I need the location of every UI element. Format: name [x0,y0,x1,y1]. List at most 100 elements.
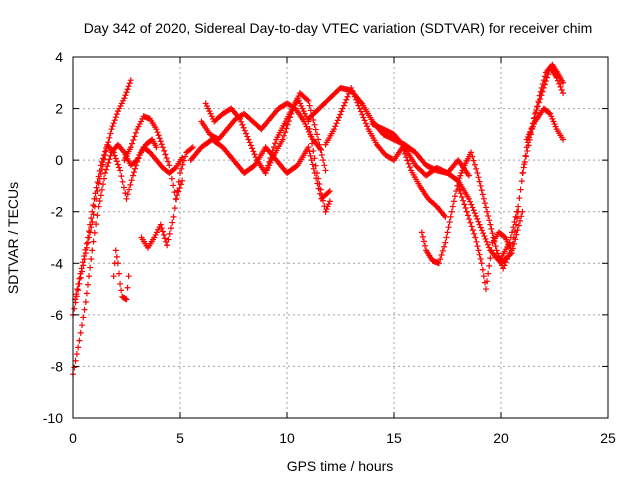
data-point [239,121,246,128]
data-point [189,144,196,151]
data-point [110,120,117,127]
data-point [71,364,78,371]
data-point [89,247,96,254]
data-point [99,155,106,162]
data-point [477,255,484,262]
x-tick-label: 20 [493,430,509,446]
data-point [455,182,462,189]
series-sat-p [498,64,567,262]
data-point [125,83,132,90]
data-point [318,151,325,158]
data-point [468,201,475,208]
data-point [342,99,349,106]
data-point [153,126,160,133]
data-point [95,173,102,180]
y-tick-label: 2 [55,101,63,117]
data-point [471,210,478,217]
data-point [503,256,510,263]
data-point [91,195,98,202]
series-sat-d [110,247,132,303]
data-point [88,255,95,262]
data-point [97,192,104,199]
data-point [161,147,168,154]
data-point [307,107,314,114]
data-point [443,234,450,241]
x-axis-label: GPS time / hours [287,458,394,474]
data-point [268,151,275,158]
data-point [82,246,89,253]
data-point [509,229,516,236]
data-point [159,144,166,151]
data-point [353,96,360,103]
data-point [118,173,125,180]
data-point [78,265,85,272]
data-point [477,224,484,231]
data-point [84,234,91,241]
data-point [79,259,86,266]
data-point [113,253,120,260]
data-point [168,175,175,182]
data-point [83,290,90,297]
data-point [476,178,483,185]
data-point [309,140,316,147]
data-point [485,270,492,277]
data-point [80,314,87,321]
data-point [110,273,117,280]
data-point [470,157,477,164]
data-point [76,275,83,282]
data-point [465,172,472,179]
data-point [127,144,134,151]
data-point [108,126,115,133]
data-point [520,164,527,171]
data-point [522,152,529,159]
data-point [75,344,82,351]
data-point [471,161,478,168]
data-point [76,337,83,344]
data-point [500,265,507,272]
data-point [513,231,520,238]
data-point [307,152,314,159]
data-point [322,167,329,174]
data-point [171,205,178,212]
data-point [310,165,317,172]
data-point [446,219,453,226]
data-point [170,213,177,220]
data-point [420,238,427,245]
data-point [476,221,483,228]
data-point [157,138,164,145]
data-point [355,102,362,109]
data-point [119,178,126,185]
data-point [306,102,313,109]
data-point [102,170,109,177]
data-point [505,253,512,260]
data-point [166,162,173,169]
data-point [87,221,94,228]
data-point [456,186,463,193]
data-point [75,280,82,287]
data-point [178,165,185,172]
data-point [502,259,509,266]
series-sat-b [70,77,134,318]
data-point [501,233,508,240]
data-point [238,118,245,125]
series-sat-q [519,61,567,177]
data-point [435,260,442,267]
data-point [179,154,186,161]
data-point [326,188,333,195]
data-point [477,182,484,189]
data-point [473,238,480,245]
data-point [556,80,563,87]
data-point [98,158,105,165]
data-point [442,239,449,246]
data-point [126,80,133,87]
data-point [240,124,247,131]
data-point [188,145,195,152]
data-point [480,273,487,280]
data-point [508,247,515,254]
data-point [94,179,101,186]
y-tick-label: 0 [55,152,63,168]
data-point [313,131,320,138]
data-point [486,262,493,269]
data-points [70,61,567,378]
data-point [306,148,313,155]
